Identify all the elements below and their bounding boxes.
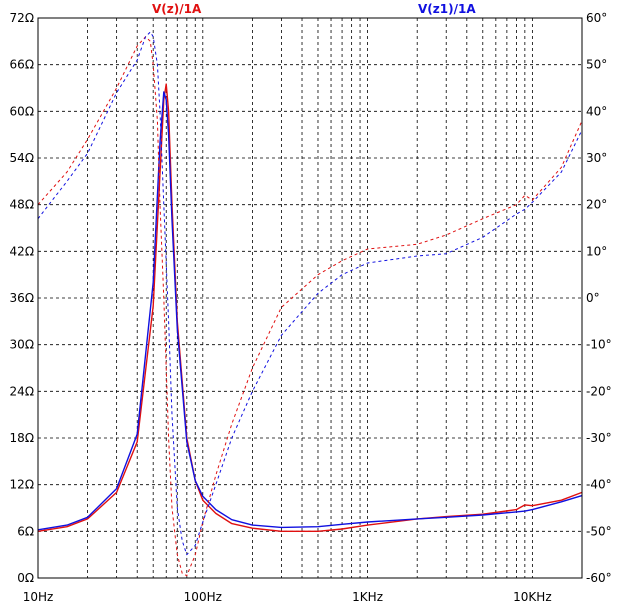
- x-tick-label: 10KHz: [513, 590, 551, 604]
- legend-v-z: V(z)/1A: [152, 2, 202, 16]
- left-tick-label: 24Ω: [10, 384, 34, 398]
- right-tick-label: 60°: [586, 11, 607, 25]
- magnitude-line-v-z1: [37, 91, 583, 531]
- left-tick-label: 0Ω: [17, 571, 34, 585]
- left-tick-label: 72Ω: [10, 11, 34, 25]
- right-tick-label: -30°: [586, 431, 612, 445]
- left-tick-label: 36Ω: [10, 291, 34, 305]
- right-tick-label: -60°: [586, 571, 612, 585]
- phase-line-v-z1: [37, 31, 583, 556]
- left-tick-label: 54Ω: [10, 151, 34, 165]
- plot-frame: [37, 17, 583, 579]
- right-tick-label: -10°: [586, 338, 612, 352]
- right-tick-label: 50°: [586, 58, 607, 72]
- right-tick-label: -20°: [586, 384, 612, 398]
- right-tick-label: 0°: [586, 291, 600, 305]
- left-tick-label: 60Ω: [10, 104, 34, 118]
- tick-labels: 72Ω 66Ω 60Ω 54Ω 48Ω 42Ω 36Ω 30Ω 24Ω 18Ω 12Ω 6Ω 0Ω 60°…: [10, 11, 612, 604]
- left-tick-label: 12Ω: [10, 478, 34, 492]
- left-tick-label: 42Ω: [10, 244, 34, 258]
- right-tick-label: 40°: [586, 104, 607, 118]
- x-tick-label: 100Hz: [184, 590, 222, 604]
- x-tick-label: 10Hz: [23, 590, 54, 604]
- left-tick-label: 66Ω: [10, 58, 34, 72]
- legend-v-z1: V(z1)/1A: [418, 2, 476, 16]
- right-tick-label: 10°: [586, 244, 607, 258]
- right-tick-label: -50°: [586, 524, 612, 538]
- right-tick-label: -40°: [586, 478, 612, 492]
- right-tick-label: 30°: [586, 151, 607, 165]
- magnitude-line-v-z: [37, 83, 583, 532]
- left-tick-label: 48Ω: [10, 198, 34, 212]
- phase-line-v-z: [37, 36, 583, 577]
- left-tick-label: 30Ω: [10, 338, 34, 352]
- left-tick-label: 6Ω: [17, 524, 34, 538]
- x-tick-label: 1KHz: [352, 590, 383, 604]
- right-tick-label: 20°: [586, 198, 607, 212]
- left-tick-label: 18Ω: [10, 431, 34, 445]
- series-group: [37, 31, 583, 577]
